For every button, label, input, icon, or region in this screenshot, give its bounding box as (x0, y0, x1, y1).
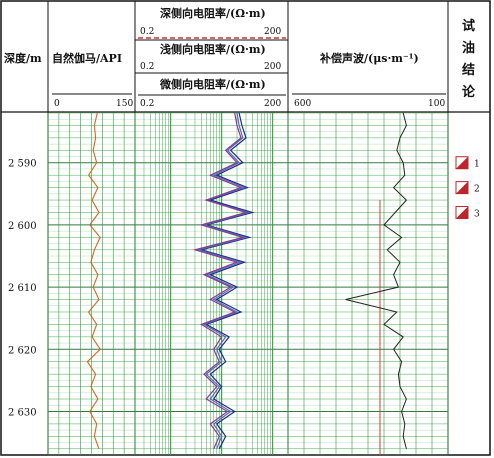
micro-min: 0.2 (140, 99, 154, 109)
conclusion-marker-fill (456, 156, 468, 169)
sonic-max: 100 (428, 99, 445, 109)
depth-tick-label: 2 590 (8, 159, 37, 170)
deep-min: 0.2 (140, 27, 154, 37)
gr-curve (86, 112, 101, 449)
curve-layer (86, 112, 408, 455)
micro-max: 200 (264, 99, 281, 109)
gr-min: 0 (54, 99, 60, 109)
conclusion-marker-label: 1 (474, 160, 480, 170)
depth-tick-label: 2 600 (8, 221, 37, 232)
micro-res-label: 微侧向电阻率/(Ω·m) (159, 77, 266, 91)
sonic-curve (345, 112, 408, 449)
deep-res-label: 深侧向电阻率/(Ω·m) (160, 6, 266, 20)
shallow-min: 0.2 (140, 62, 154, 72)
deep-max: 200 (264, 27, 281, 37)
gr-label: 自然伽马/API (52, 51, 122, 65)
conclusion-marker-fill (456, 206, 468, 219)
shallow-res-curve (196, 112, 251, 450)
micro-res-curve (192, 112, 249, 450)
sonic-label: 补偿声波/(μs·m⁻¹) (319, 51, 419, 65)
conclusion-label-char: 油 (462, 40, 475, 56)
depth-tick-label: 2 630 (8, 407, 37, 418)
conclusion-label-char: 试 (462, 18, 475, 34)
conclusion-marker-label: 3 (474, 209, 480, 219)
conclusion-marker-label: 2 (474, 185, 480, 195)
conclusion-track: 1 2 3 (455, 156, 480, 219)
grid-layer (47, 112, 449, 456)
conclusion-label-char: 结 (462, 62, 475, 78)
shallow-max: 200 (264, 62, 281, 72)
depth-tick-label: 2 620 (8, 345, 37, 356)
conclusion-label-char: 论 (462, 84, 476, 100)
conclusion-marker-fill (456, 181, 468, 194)
shallow-res-label: 浅侧向电阻率/(Ω·m) (160, 42, 266, 56)
deep-res-curve (199, 112, 255, 450)
depth-axis: 2 590 2 600 2 610 2 620 2 630 (8, 159, 37, 419)
depth-label: 深度/m (4, 51, 42, 65)
gr-max: 150 (116, 99, 133, 109)
sonic-min: 600 (294, 99, 311, 109)
depth-tick-label: 2 610 (8, 283, 37, 294)
